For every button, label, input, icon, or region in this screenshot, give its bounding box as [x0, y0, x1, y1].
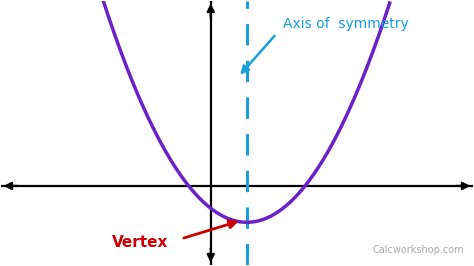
Text: Calcworkshop.com: Calcworkshop.com — [372, 245, 464, 255]
Text: Vertex: Vertex — [112, 235, 169, 250]
Text: Axis of  symmetry: Axis of symmetry — [283, 17, 409, 31]
